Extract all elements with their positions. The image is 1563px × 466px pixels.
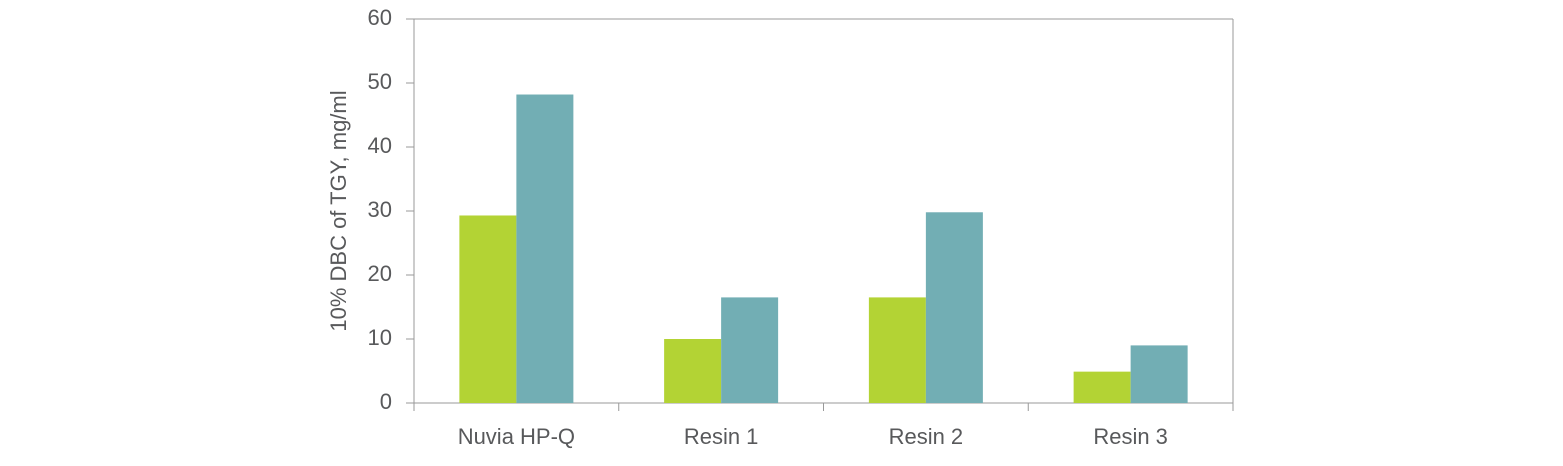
bar <box>925 212 983 403</box>
y-tick-label: 50 <box>368 69 392 94</box>
y-tick-label: 0 <box>380 389 392 414</box>
bar <box>1073 371 1131 403</box>
y-tick-label: 60 <box>368 5 392 30</box>
y-tick-label: 10 <box>368 325 392 350</box>
bar <box>721 297 779 403</box>
bar <box>1130 345 1188 403</box>
y-tick-label: 30 <box>368 197 392 222</box>
x-tick-label: Resin 3 <box>1093 424 1168 449</box>
bar <box>516 94 574 404</box>
x-tick-label: Resin 2 <box>889 424 964 449</box>
x-tick-label: Nuvia HP-Q <box>458 424 575 449</box>
bar <box>664 339 722 403</box>
bar <box>459 215 517 403</box>
x-tick-label: Resin 1 <box>684 424 759 449</box>
y-tick-label: 40 <box>368 133 392 158</box>
bar <box>868 297 926 403</box>
y-axis-label: 10% DBC of TGY, mg/ml <box>326 90 351 331</box>
y-tick-label: 20 <box>368 261 392 286</box>
